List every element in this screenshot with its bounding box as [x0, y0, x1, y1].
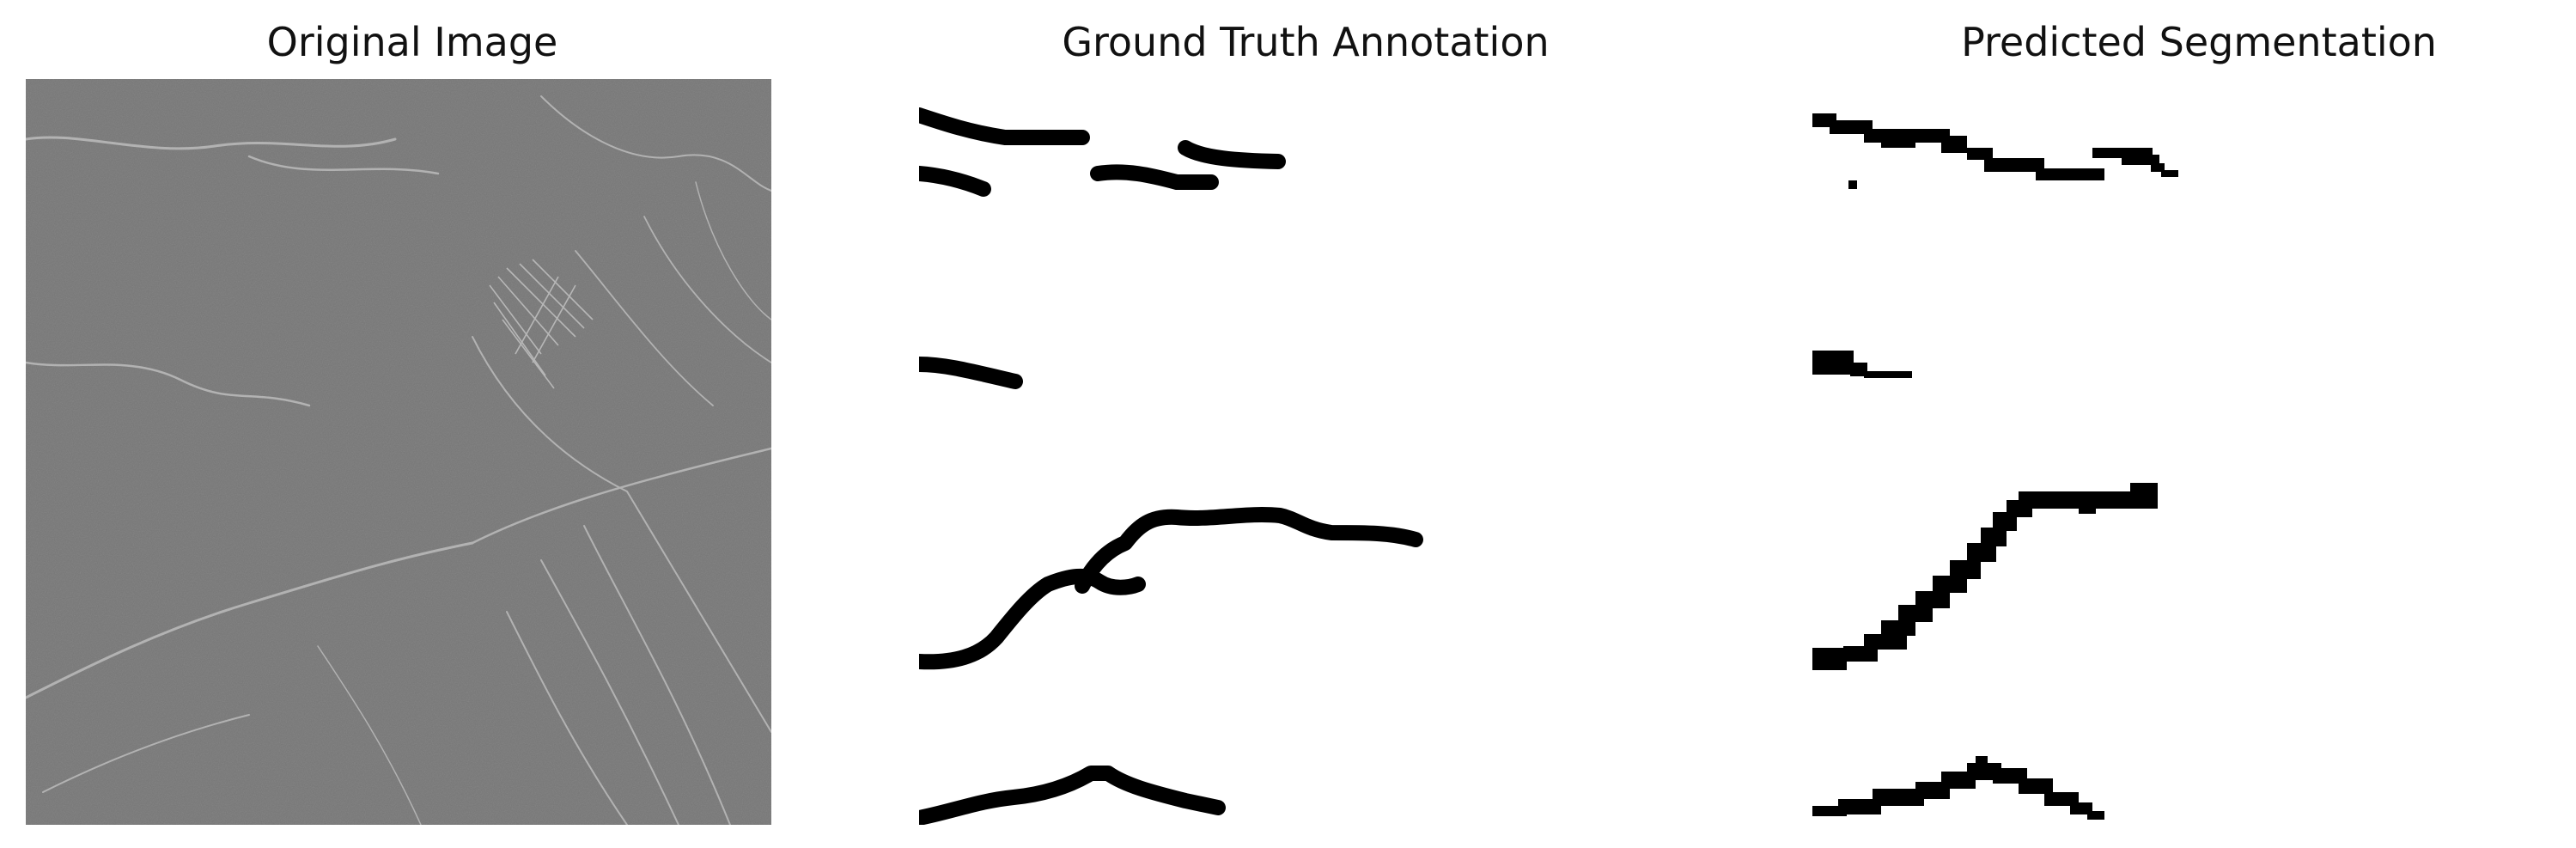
gt-stroke [1075, 507, 1423, 594]
pred-block [1898, 605, 1933, 622]
predicted-segmentation-panel: Predicted Segmentation [1812, 0, 2576, 848]
pred-block [2087, 811, 2104, 820]
original-image [26, 79, 771, 825]
pred-block [2151, 163, 2165, 172]
pred-block [1984, 158, 2044, 172]
pred-block [2019, 778, 2053, 794]
gt-stroke [919, 766, 1226, 825]
pred-block [1967, 543, 1996, 562]
pred-block [1933, 576, 1967, 593]
pred-block [1981, 528, 2007, 546]
pred-block [1950, 560, 1981, 579]
pred-block [1848, 180, 1857, 189]
pred-block [2122, 155, 2159, 165]
pred-block [1864, 371, 1912, 378]
pred-block [2130, 483, 2158, 509]
pred-block [1873, 789, 1924, 806]
original-image-title: Original Image [266, 19, 558, 65]
pred-block [1830, 120, 1873, 134]
predicted-segmentation-title: Predicted Segmentation [1961, 19, 2437, 65]
pred-block [1812, 648, 1847, 670]
ground-truth-title: Ground Truth Annotation [1062, 19, 1550, 65]
original-image-panel: Original Image [26, 0, 799, 848]
pred-block [2079, 502, 2096, 514]
gt-stroke [919, 107, 1090, 145]
pred-block [2161, 170, 2178, 177]
pred-block [1812, 351, 1854, 375]
pred-block [1941, 136, 1967, 153]
gt-stroke [919, 166, 991, 197]
pred-block [2019, 491, 2156, 509]
ground-truth-panel: Ground Truth Annotation [919, 0, 1692, 848]
pred-block [1881, 136, 1915, 148]
gt-stroke [1178, 140, 1286, 169]
ground-truth-mask [919, 79, 1665, 825]
gt-stroke [919, 568, 1146, 670]
pred-block [1864, 634, 1907, 650]
pred-block [1838, 799, 1881, 814]
pred-block [1850, 363, 1867, 376]
pred-block [2036, 168, 2104, 180]
gt-stroke [1090, 164, 1219, 190]
pred-block [1967, 148, 1993, 160]
pred-block [1881, 620, 1915, 636]
pred-block [1915, 591, 1950, 608]
gt-stroke [919, 357, 1023, 389]
pred-block [2070, 802, 2092, 814]
pred-block [1843, 646, 1878, 662]
pred-block [1976, 756, 1988, 765]
predicted-segmentation-mask [1812, 79, 2558, 825]
